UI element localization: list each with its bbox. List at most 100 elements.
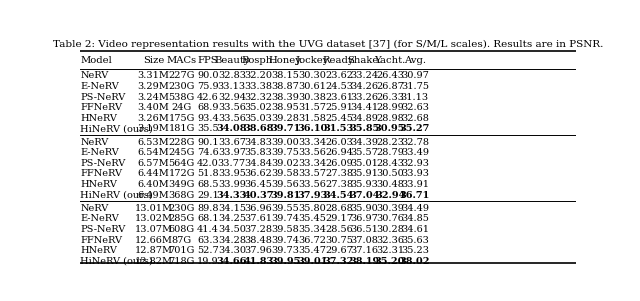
Text: 33.24: 33.24 <box>350 71 378 80</box>
Text: 3.40M: 3.40M <box>138 103 170 112</box>
Text: 38.87: 38.87 <box>271 82 300 91</box>
Text: Model: Model <box>81 56 112 65</box>
Text: 30.39: 30.39 <box>376 204 404 213</box>
Text: 32.20: 32.20 <box>244 71 273 80</box>
Text: 39.71: 39.71 <box>270 124 300 133</box>
Text: 28.43: 28.43 <box>376 159 404 168</box>
Text: 349G: 349G <box>168 180 195 189</box>
Text: 40.37: 40.37 <box>243 191 274 200</box>
Text: 34.15: 34.15 <box>218 204 246 213</box>
Text: E-NeRV: E-NeRV <box>81 214 119 223</box>
Text: Beauty: Beauty <box>214 56 250 65</box>
Text: 6.44M: 6.44M <box>138 169 170 178</box>
Text: 30.50: 30.50 <box>376 169 404 178</box>
Text: 35.80: 35.80 <box>298 204 326 213</box>
Text: 32.36: 32.36 <box>376 236 404 245</box>
Text: 25.45: 25.45 <box>325 114 353 123</box>
Text: 29.67: 29.67 <box>325 246 353 255</box>
Text: 564G: 564G <box>168 159 195 168</box>
Text: 12.66M: 12.66M <box>134 236 172 245</box>
Text: 37.08: 37.08 <box>350 236 378 245</box>
Text: 41.83: 41.83 <box>243 257 274 266</box>
Text: 13.01M: 13.01M <box>134 204 172 213</box>
Text: 34.08: 34.08 <box>216 124 247 133</box>
Text: 30.75: 30.75 <box>325 236 353 245</box>
Text: 26.09: 26.09 <box>325 159 353 168</box>
Text: 39.73: 39.73 <box>271 246 300 255</box>
Text: 39.58: 39.58 <box>271 225 300 234</box>
Text: 26.03: 26.03 <box>325 138 353 147</box>
Text: 93.4: 93.4 <box>197 114 219 123</box>
Text: 27.38: 27.38 <box>325 169 353 178</box>
Text: 26.33: 26.33 <box>376 93 404 102</box>
Text: 28.56: 28.56 <box>325 225 353 234</box>
Text: 87G: 87G <box>172 236 192 245</box>
Text: 39.58: 39.58 <box>271 169 300 178</box>
Text: 34.26: 34.26 <box>350 82 378 91</box>
Text: 34.66: 34.66 <box>216 257 247 266</box>
Text: 33.99: 33.99 <box>218 180 246 189</box>
Text: 30.76: 30.76 <box>376 214 404 223</box>
Text: 12.82M: 12.82M <box>134 257 172 266</box>
Text: HNeRV: HNeRV <box>81 180 117 189</box>
Text: 34.50: 34.50 <box>218 225 246 234</box>
Text: 33.97: 33.97 <box>218 148 246 157</box>
Text: 33.67: 33.67 <box>218 138 246 147</box>
Text: 6.40M: 6.40M <box>138 180 170 189</box>
Text: 33.13: 33.13 <box>218 82 246 91</box>
Text: 34.61: 34.61 <box>401 225 429 234</box>
Text: Honey.: Honey. <box>268 56 303 65</box>
Text: 37.61: 37.61 <box>244 214 273 223</box>
Text: 230G: 230G <box>168 82 195 91</box>
Text: Table 2: Video representation results with the UVG dataset [37] (for S/M/L scale: Table 2: Video representation results wi… <box>53 40 603 49</box>
Text: 89.8: 89.8 <box>197 204 219 213</box>
Text: 181G: 181G <box>168 124 195 133</box>
Text: 285G: 285G <box>168 214 195 223</box>
Text: 368G: 368G <box>168 191 195 200</box>
Text: 33.56: 33.56 <box>298 148 326 157</box>
Text: 27.38: 27.38 <box>325 180 353 189</box>
Text: 35.93: 35.93 <box>350 180 378 189</box>
Text: 36.51: 36.51 <box>350 225 378 234</box>
Text: 37.93: 37.93 <box>297 191 327 200</box>
Text: 51.8: 51.8 <box>197 169 219 178</box>
Text: 32.31: 32.31 <box>376 246 404 255</box>
Text: 30.97: 30.97 <box>401 71 429 80</box>
Text: 34.41: 34.41 <box>350 103 378 112</box>
Text: 33.93: 33.93 <box>401 169 429 178</box>
Text: 701G: 701G <box>168 246 195 255</box>
Text: 38.15: 38.15 <box>271 71 300 80</box>
Text: 32.68: 32.68 <box>401 114 429 123</box>
Text: 34.33: 34.33 <box>216 191 247 200</box>
Text: 30.28: 30.28 <box>376 225 404 234</box>
Text: 31.13: 31.13 <box>401 93 429 102</box>
Text: 13.02M: 13.02M <box>134 214 172 223</box>
Text: 34.28: 34.28 <box>218 236 246 245</box>
Text: NeRV: NeRV <box>81 71 109 80</box>
Text: 37.28: 37.28 <box>244 225 273 234</box>
Text: 39.56: 39.56 <box>271 180 300 189</box>
Text: 32.63: 32.63 <box>401 103 429 112</box>
Text: 34.84: 34.84 <box>244 159 273 168</box>
Text: 230G: 230G <box>168 204 195 213</box>
Text: 24G: 24G <box>172 103 192 112</box>
Text: FFNeRV: FFNeRV <box>81 169 122 178</box>
Text: FFNeRV: FFNeRV <box>81 103 122 112</box>
Text: NeRV: NeRV <box>81 204 109 213</box>
Text: 19.9: 19.9 <box>197 257 219 266</box>
Text: 34.25: 34.25 <box>218 214 246 223</box>
Text: 30.38: 30.38 <box>298 93 326 102</box>
Text: 35.47: 35.47 <box>298 246 326 255</box>
Text: FFNeRV: FFNeRV <box>81 236 122 245</box>
Text: 33.34: 33.34 <box>298 138 326 147</box>
Text: 34.54: 34.54 <box>324 191 354 200</box>
Text: 39.55: 39.55 <box>271 204 300 213</box>
Text: Jockey: Jockey <box>296 56 329 65</box>
Text: 33.34: 33.34 <box>298 159 326 168</box>
Text: 28.23: 28.23 <box>376 138 404 147</box>
Text: 38.68: 38.68 <box>243 124 274 133</box>
Text: 538G: 538G <box>168 93 195 102</box>
Text: 30.30: 30.30 <box>298 71 326 80</box>
Text: 35.5: 35.5 <box>197 124 219 133</box>
Text: Size: Size <box>143 56 164 65</box>
